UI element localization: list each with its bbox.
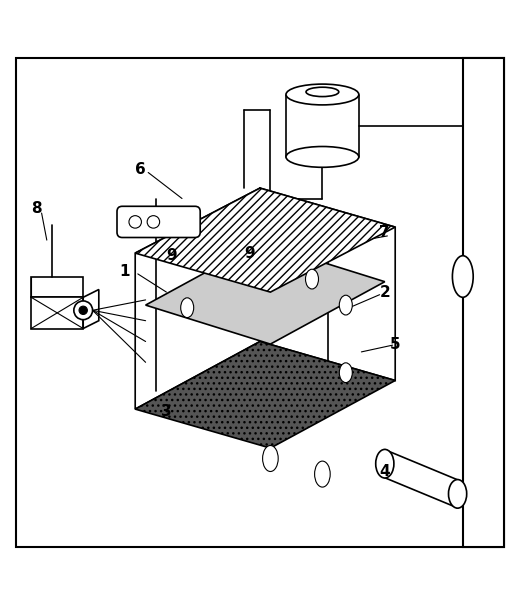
- Ellipse shape: [452, 256, 473, 297]
- Circle shape: [129, 215, 141, 228]
- Polygon shape: [146, 243, 385, 344]
- Text: 4: 4: [380, 464, 390, 479]
- Text: 6: 6: [135, 162, 146, 177]
- Ellipse shape: [306, 87, 339, 97]
- Circle shape: [79, 306, 87, 315]
- Text: 1: 1: [120, 264, 130, 279]
- Text: 9: 9: [244, 246, 255, 261]
- Polygon shape: [135, 341, 395, 448]
- Ellipse shape: [286, 146, 359, 168]
- Ellipse shape: [448, 480, 467, 508]
- Text: 7: 7: [380, 225, 390, 240]
- Polygon shape: [31, 297, 83, 329]
- Ellipse shape: [375, 450, 394, 478]
- FancyBboxPatch shape: [117, 206, 200, 238]
- Ellipse shape: [339, 295, 353, 315]
- Polygon shape: [83, 290, 99, 329]
- Ellipse shape: [339, 363, 353, 382]
- Ellipse shape: [315, 461, 330, 487]
- Circle shape: [147, 215, 160, 228]
- Text: 3: 3: [161, 404, 172, 419]
- Circle shape: [74, 301, 93, 319]
- Ellipse shape: [181, 298, 193, 318]
- Ellipse shape: [263, 445, 278, 471]
- Polygon shape: [31, 276, 83, 297]
- Ellipse shape: [306, 269, 318, 289]
- Polygon shape: [463, 58, 504, 547]
- Text: 9: 9: [166, 248, 177, 263]
- Text: 8: 8: [31, 201, 42, 217]
- Polygon shape: [135, 188, 260, 409]
- Text: 5: 5: [390, 336, 400, 352]
- Polygon shape: [260, 188, 395, 381]
- Ellipse shape: [286, 84, 359, 105]
- Polygon shape: [135, 188, 395, 292]
- Text: 2: 2: [380, 284, 390, 299]
